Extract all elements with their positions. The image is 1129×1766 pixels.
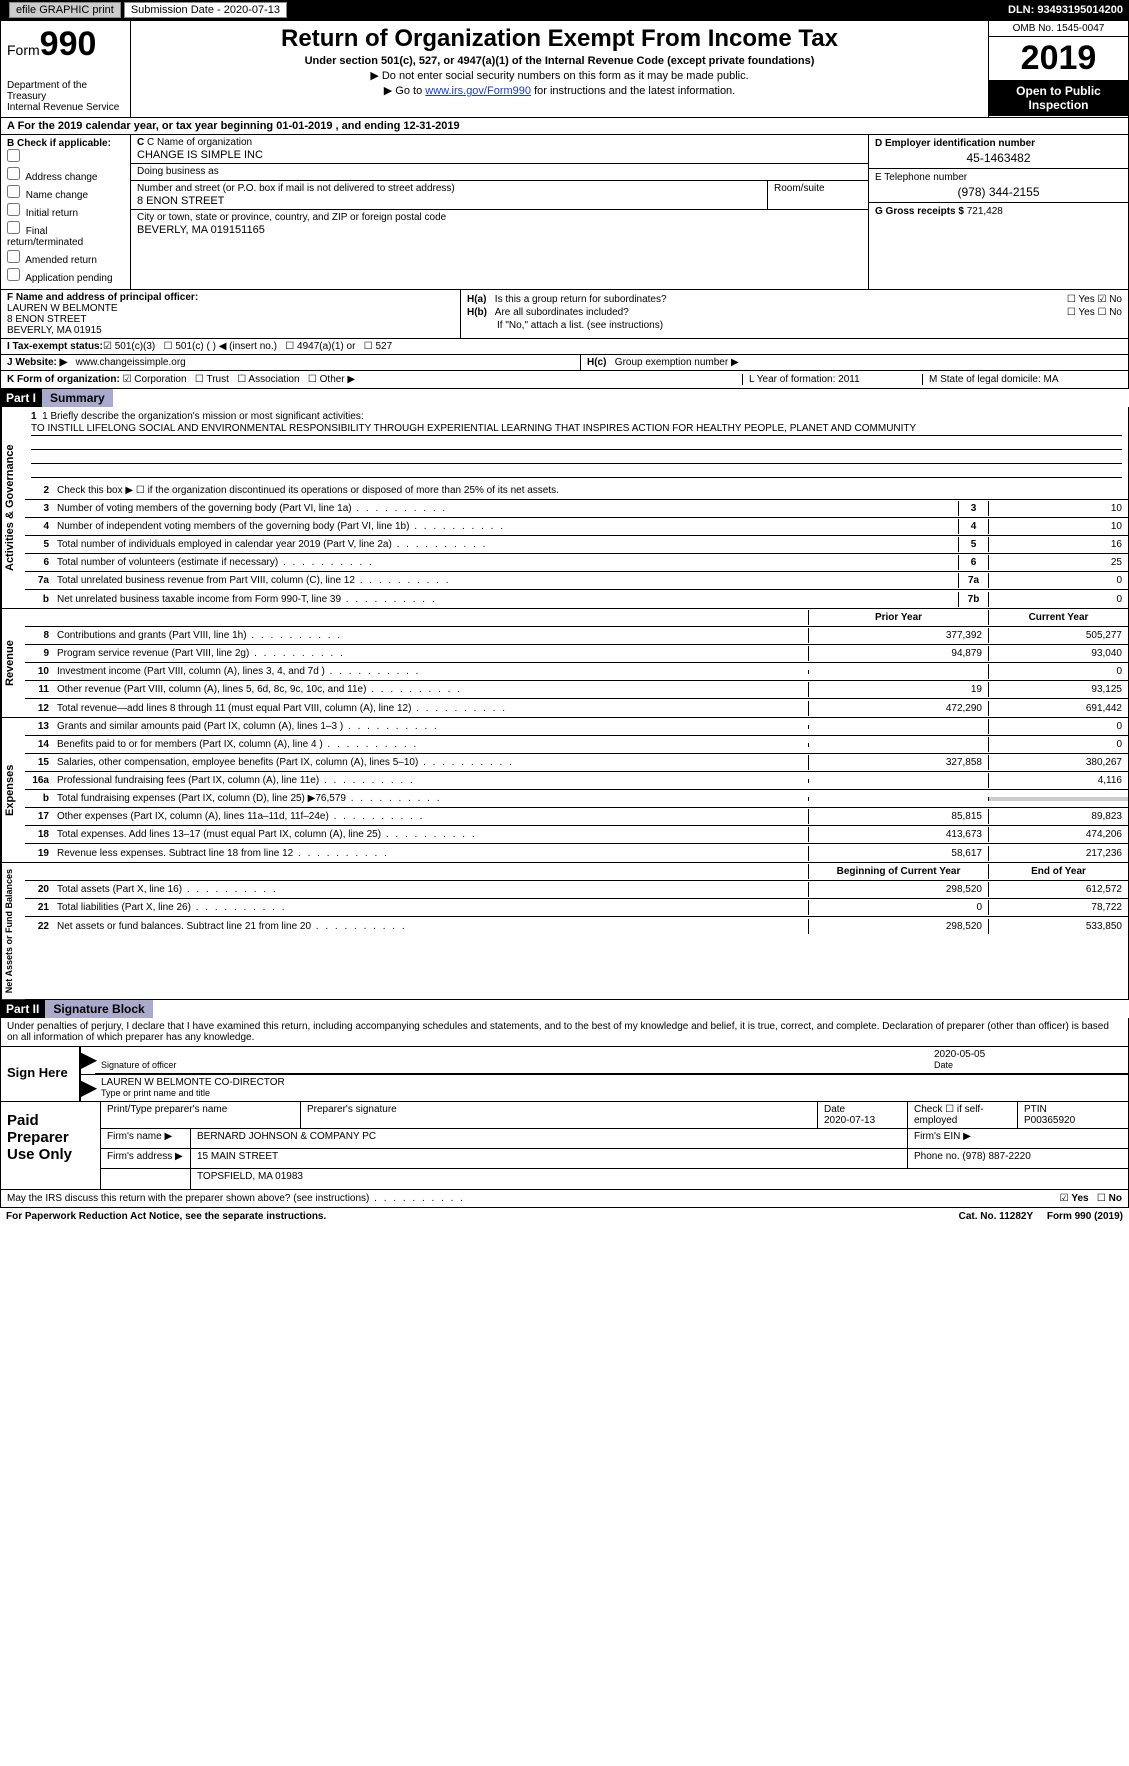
- section-netassets: Net Assets or Fund Balances Beginning of…: [0, 863, 1129, 1000]
- section-governance: Activities & Governance 1 1 Briefly desc…: [0, 407, 1129, 609]
- phone: (978) 344-2155: [875, 185, 1122, 199]
- org-name: CHANGE IS SIMPLE INC: [137, 149, 862, 161]
- checkbox-address-change[interactable]: Address change: [7, 167, 124, 183]
- row-i-status: I Tax-exempt status: ☑ 501(c)(3) ☐ 501(c…: [0, 339, 1129, 355]
- ptin: P00365920: [1024, 1115, 1075, 1126]
- firm-name: BERNARD JOHNSON & COMPANY PC: [191, 1129, 908, 1148]
- tax-status-opt[interactable]: ☐ 4947(a)(1) or: [283, 341, 361, 352]
- line-b: bTotal fundraising expenses (Part IX, co…: [25, 790, 1128, 808]
- department: Department of the Treasury Internal Reve…: [7, 80, 124, 113]
- officer-name: LAUREN W BELMONTE: [7, 303, 454, 314]
- street: 8 ENON STREET: [137, 195, 761, 207]
- line-6: 6Total number of volunteers (estimate if…: [25, 554, 1128, 572]
- org-form-opt[interactable]: ☐ Trust: [192, 374, 234, 385]
- subtitle-3: ▶ Go to www.irs.gov/Form990 for instruct…: [137, 84, 982, 97]
- line-3: 3Number of voting members of the governi…: [25, 500, 1128, 518]
- col-b-checkboxes: B Check if applicable: Address change Na…: [1, 135, 131, 289]
- checkbox-name-change[interactable]: Name change: [7, 185, 124, 201]
- row-k: K Form of organization: ☑ Corporation ☐ …: [0, 371, 1129, 389]
- omb-number: OMB No. 1545-0047: [989, 21, 1128, 37]
- subtitle-2: ▶ Do not enter social security numbers o…: [137, 69, 982, 82]
- subtitle-1: Under section 501(c), 527, or 4947(a)(1)…: [137, 55, 982, 67]
- cb-applicable[interactable]: [7, 149, 20, 162]
- line-10: 10Investment income (Part VIII, column (…: [25, 663, 1128, 681]
- city: BEVERLY, MA 019151165: [137, 224, 862, 236]
- website: www.changeissimple.org: [76, 357, 186, 368]
- tax-status-opt[interactable]: ☐ 527: [361, 341, 398, 352]
- row-a-period: A For the 2019 calendar year, or tax yea…: [0, 118, 1129, 135]
- domicile: M State of legal domicile: MA: [922, 374, 1122, 385]
- line-22: 22Net assets or fund balances. Subtract …: [25, 917, 1128, 935]
- tax-year: 2019: [989, 37, 1128, 80]
- org-form-opt[interactable]: ☐ Other ▶: [305, 374, 361, 385]
- section-expenses: Expenses 13Grants and similar amounts pa…: [0, 718, 1129, 863]
- block-fh: F Name and address of principal officer:…: [0, 290, 1129, 339]
- ein: 45-1463482: [875, 151, 1122, 165]
- line-16a: 16aProfessional fundraising fees (Part I…: [25, 772, 1128, 790]
- line-21: 21Total liabilities (Part X, line 26)078…: [25, 899, 1128, 917]
- line-19: 19Revenue less expenses. Subtract line 1…: [25, 844, 1128, 862]
- vstrip-net: Net Assets or Fund Balances: [1, 863, 25, 999]
- line-11: 11Other revenue (Part VIII, column (A), …: [25, 681, 1128, 699]
- dln: DLN: 93493195014200: [1008, 4, 1123, 16]
- vstrip-expenses: Expenses: [1, 718, 25, 862]
- line-5: 5Total number of individuals employed in…: [25, 536, 1128, 554]
- line-b: bNet unrelated business taxable income f…: [25, 590, 1128, 608]
- topbar: efile GRAPHIC print Submission Date - 20…: [0, 0, 1129, 20]
- checkbox-final-return-terminated[interactable]: Final return/terminated: [7, 221, 124, 248]
- line-9: 9Program service revenue (Part VIII, lin…: [25, 645, 1128, 663]
- form-title: Return of Organization Exempt From Incom…: [137, 25, 982, 53]
- vstrip-revenue: Revenue: [1, 609, 25, 717]
- line-15: 15Salaries, other compensation, employee…: [25, 754, 1128, 772]
- checkbox-amended-return[interactable]: Amended return: [7, 250, 124, 266]
- line-2: 2Check this box ▶ ☐ if the organization …: [25, 482, 1128, 500]
- tax-status-opt[interactable]: ☑ 501(c)(3): [103, 341, 161, 352]
- efile-button[interactable]: efile GRAPHIC print: [9, 2, 121, 18]
- org-form-opt[interactable]: ☑ Corporation: [123, 374, 193, 385]
- preparer-phone: (978) 887-2220: [962, 1151, 1030, 1162]
- checkbox-application-pending[interactable]: Application pending: [7, 268, 124, 284]
- officer-sig-name: LAUREN W BELMONTE CO-DIRECTOR: [101, 1077, 285, 1088]
- irs-link[interactable]: www.irs.gov/Form990: [425, 85, 531, 97]
- block-identity: B Check if applicable: Address change Na…: [0, 135, 1129, 290]
- line-20: 20Total assets (Part X, line 16)298,5206…: [25, 881, 1128, 899]
- footer: For Paperwork Reduction Act Notice, see …: [0, 1208, 1129, 1225]
- may-discuss-row: May the IRS discuss this return with the…: [0, 1190, 1129, 1208]
- part1-header: Part ISummary: [0, 389, 1129, 407]
- submission-date: Submission Date - 2020-07-13: [124, 2, 287, 18]
- tax-status-opt[interactable]: ☐ 501(c) ( ) ◀ (insert no.): [161, 341, 283, 352]
- line-14: 14Benefits paid to or for members (Part …: [25, 736, 1128, 754]
- section-revenue: Revenue Prior YearCurrent Year 8Contribu…: [0, 609, 1129, 718]
- inspection-badge: Open to Public Inspection: [989, 80, 1128, 116]
- form-header: Form990 Department of the Treasury Inter…: [0, 20, 1129, 118]
- org-form-opt[interactable]: ☐ Association: [234, 374, 305, 385]
- paid-preparer-block: Paid Preparer Use Only Print/Type prepar…: [0, 1102, 1129, 1190]
- checkbox-initial-return[interactable]: Initial return: [7, 203, 124, 219]
- line-13: 13Grants and similar amounts paid (Part …: [25, 718, 1128, 736]
- line-7a: 7aTotal unrelated business revenue from …: [25, 572, 1128, 590]
- row-j: J Website: ▶ www.changeissimple.org H(c)…: [0, 355, 1129, 371]
- vstrip-governance: Activities & Governance: [1, 407, 25, 608]
- line-12: 12Total revenue—add lines 8 through 11 (…: [25, 699, 1128, 717]
- gross-receipts: 721,428: [967, 206, 1003, 217]
- line-17: 17Other expenses (Part IX, column (A), l…: [25, 808, 1128, 826]
- year-formation: L Year of formation: 2011: [742, 374, 922, 385]
- sig-intro: Under penalties of perjury, I declare th…: [0, 1018, 1129, 1047]
- part2-header: Part IISignature Block: [0, 1000, 1129, 1018]
- mission-text: TO INSTILL LIFELONG SOCIAL AND ENVIRONME…: [31, 422, 1122, 436]
- line-8: 8Contributions and grants (Part VIII, li…: [25, 627, 1128, 645]
- line-18: 18Total expenses. Add lines 13–17 (must …: [25, 826, 1128, 844]
- sign-here-block: Sign Here ▶ Signature of officer 2020-05…: [0, 1047, 1129, 1102]
- line-4: 4Number of independent voting members of…: [25, 518, 1128, 536]
- form-number: Form990: [7, 25, 124, 64]
